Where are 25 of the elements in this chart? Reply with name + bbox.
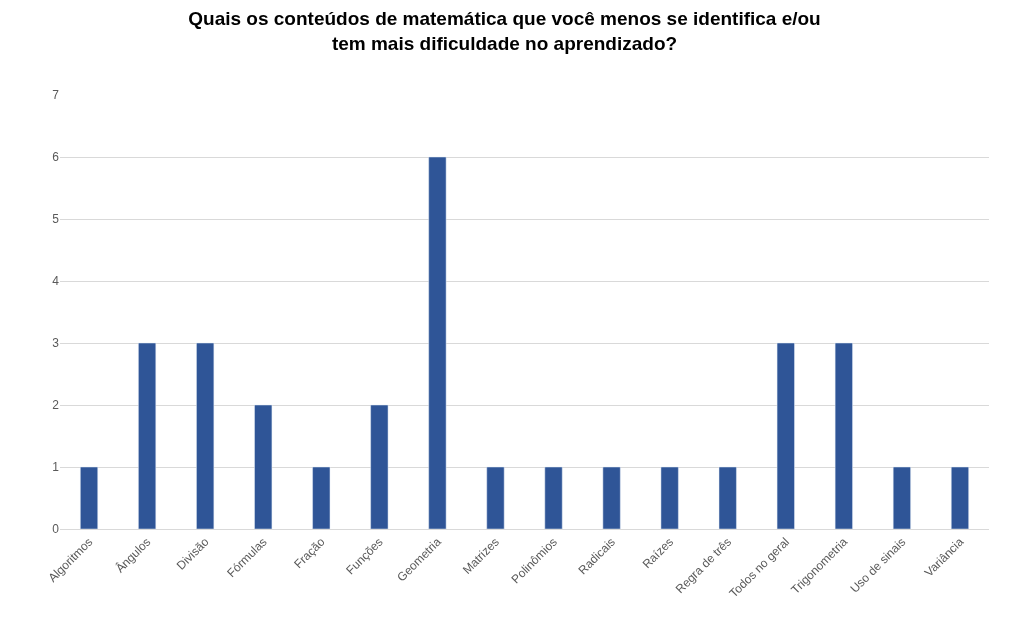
bar [544, 466, 563, 529]
bar [951, 466, 969, 529]
bar [486, 466, 505, 529]
bar [312, 466, 331, 529]
bar [892, 466, 911, 529]
bar [660, 466, 679, 529]
bar [602, 466, 621, 529]
y-tick-label: 2 [52, 398, 60, 413]
y-tick-label: 3 [52, 336, 60, 351]
bar [80, 466, 98, 529]
bar [370, 404, 389, 529]
y-tick-label: 7 [52, 88, 60, 103]
bar [428, 156, 447, 529]
y-tick-label: 1 [52, 460, 60, 475]
bar [718, 466, 737, 529]
y-tick-label: 4 [52, 274, 60, 289]
y-tick-label: 5 [52, 212, 60, 227]
bar [834, 342, 853, 529]
bar [138, 342, 157, 529]
bar [776, 342, 795, 529]
y-tick-label: 6 [52, 150, 60, 165]
bar [254, 404, 273, 529]
chart-title: Quais os conteúdos de matemática que você menos se identifica e/ou tem mais dificuldade no aprendizado? [188, 8, 821, 55]
y-tick-label: 0 [52, 522, 60, 537]
bar [196, 342, 215, 529]
